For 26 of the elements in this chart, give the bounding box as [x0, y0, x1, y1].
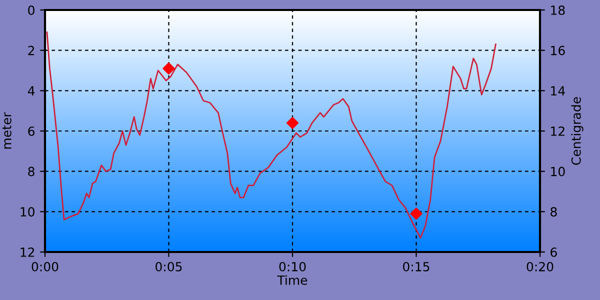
y-tick-label: 6	[28, 126, 34, 136]
y-tick-label: 8	[28, 166, 34, 176]
y2-tick-label: 14	[551, 86, 565, 96]
y-tick-label: 12	[20, 247, 34, 257]
point	[286, 116, 299, 130]
y2-tick-label: 6	[550, 247, 557, 257]
line-series	[46, 31, 496, 239]
y-tick-label: 4	[28, 86, 35, 96]
point	[162, 62, 175, 75]
x-tick-label: 0:05	[156, 262, 182, 272]
x-tick-label: 0:10	[279, 262, 306, 272]
y2-tick-label: 8	[550, 207, 557, 217]
x-tick-label: 0:00	[32, 262, 58, 272]
y2-tick-label: 10	[551, 166, 565, 176]
x-axis-title: Time	[277, 275, 308, 285]
y-tick-label: 0	[28, 5, 34, 15]
y2-tick-label: 12	[551, 126, 564, 136]
x-tick-label: 0:15	[403, 262, 430, 272]
y-tick-label: 10	[20, 207, 34, 217]
y2-axis-title: Centigrade	[571, 97, 584, 165]
y-axis-title: meter	[2, 112, 12, 149]
x-tick-label: 0:20	[526, 262, 554, 272]
y2-tick-label: 18	[551, 5, 565, 15]
point	[410, 208, 422, 220]
y-tick-label: 2	[28, 46, 34, 56]
y2-tick-label: 16	[551, 46, 565, 56]
